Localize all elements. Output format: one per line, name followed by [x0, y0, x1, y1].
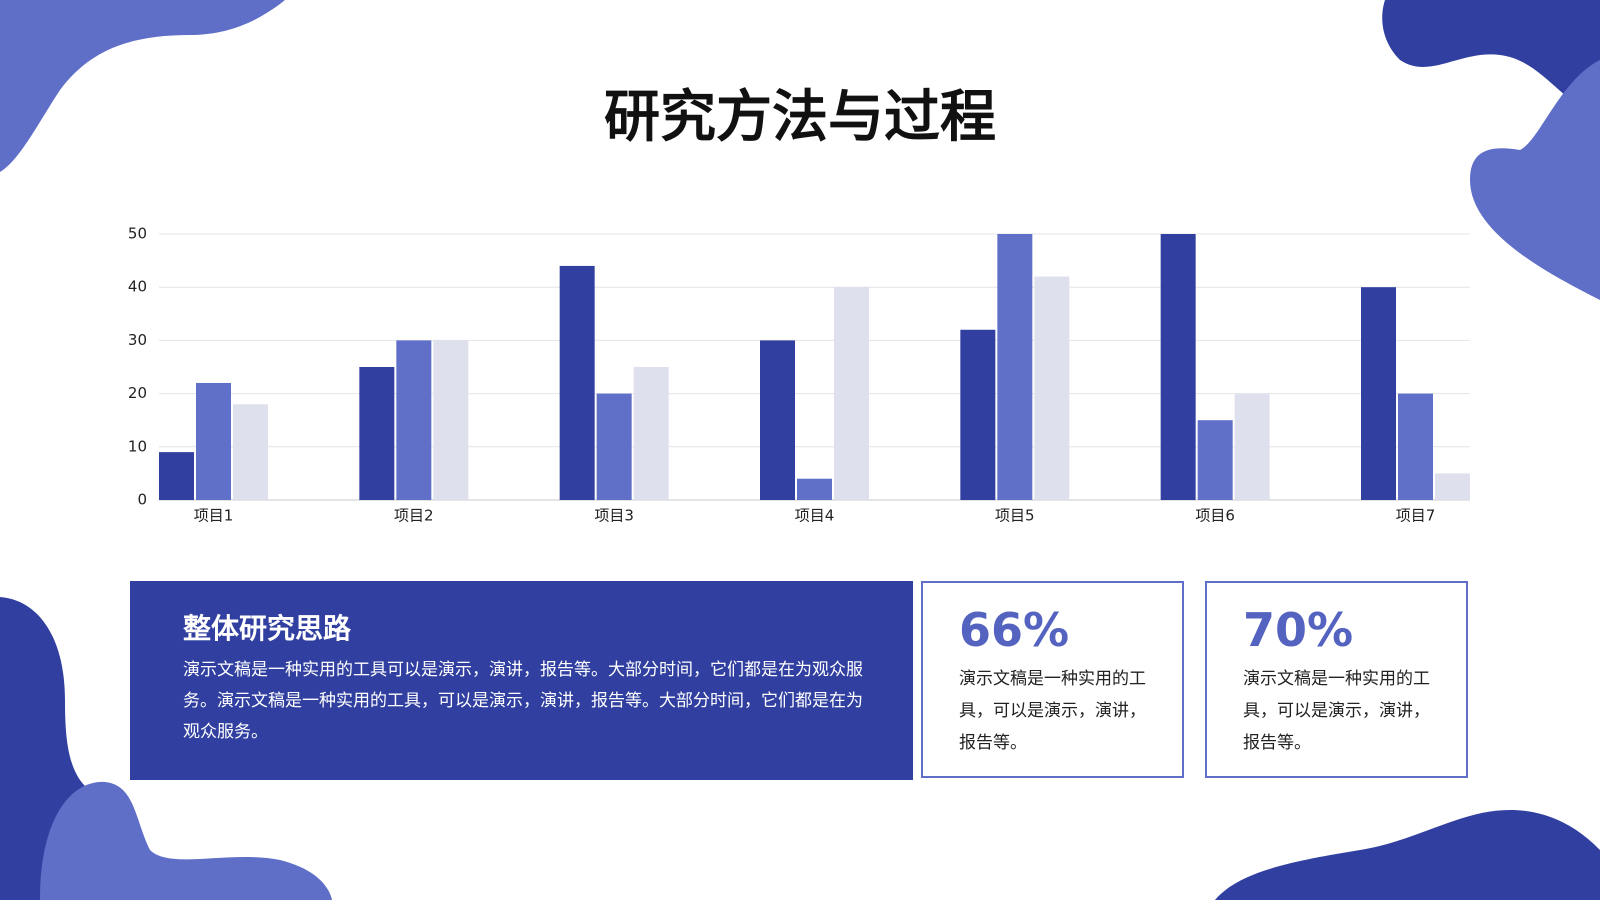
x-tick-label: 项目2 — [394, 507, 434, 525]
x-tick-label: 项目5 — [995, 507, 1035, 525]
blob — [1470, 60, 1600, 300]
bar — [1398, 393, 1433, 500]
summary-title: 整体研究思路 — [183, 612, 352, 645]
bar — [760, 340, 795, 500]
x-tick-label: 项目7 — [1396, 507, 1436, 525]
bar — [633, 367, 669, 500]
bar — [1361, 287, 1396, 500]
bar — [559, 265, 595, 500]
bar — [997, 234, 1033, 500]
y-tick-label: 30 — [128, 331, 147, 349]
y-tick-label: 20 — [128, 384, 147, 402]
x-tick-label: 项目3 — [594, 507, 634, 525]
stat-value: 70% — [1243, 603, 1354, 657]
blob — [40, 781, 332, 900]
stat-box: 66% 演示文稿是一种实用的工具，可以是演示，演讲，报告等。 — [921, 581, 1184, 778]
bar — [1034, 276, 1070, 500]
x-tick-label: 项目4 — [795, 507, 835, 525]
bar — [233, 404, 268, 500]
y-tick-label: 40 — [128, 278, 147, 296]
bar — [1197, 420, 1233, 500]
blob — [1382, 0, 1600, 120]
y-tick-label: 50 — [128, 225, 147, 243]
bar — [359, 367, 395, 500]
stat-text: 演示文稿是一种实用的工具，可以是演示，演讲，报告等。 — [1243, 669, 1430, 753]
stat-box: 70% 演示文稿是一种实用的工具，可以是演示，演讲，报告等。 — [1205, 581, 1468, 778]
bar — [1160, 234, 1196, 500]
y-tick-label: 10 — [128, 437, 147, 455]
bar — [196, 382, 231, 500]
summary-text: 演示文稿是一种实用的工具可以是演示，演讲，报告等。大部分时间，它们都是在为观众服… — [183, 660, 863, 742]
bar — [960, 329, 996, 500]
summary-box: 整体研究思路 演示文稿是一种实用的工具可以是演示，演讲，报告等。大部分时间，它们… — [130, 581, 913, 780]
bar — [396, 340, 432, 500]
y-tick-label: 0 — [137, 491, 147, 509]
blob — [1215, 810, 1600, 900]
x-tick-label: 项目1 — [194, 507, 234, 525]
bar — [797, 478, 832, 500]
x-tick-label: 项目6 — [1195, 507, 1235, 525]
stat-text: 演示文稿是一种实用的工具，可以是演示，演讲，报告等。 — [959, 669, 1146, 753]
bar — [596, 393, 632, 500]
bar — [159, 452, 194, 500]
bar — [1234, 393, 1270, 500]
bar — [1435, 473, 1470, 500]
bar — [433, 340, 469, 500]
slide-title: 研究方法与过程 — [604, 85, 996, 150]
bar — [834, 287, 869, 500]
blob — [0, 0, 285, 172]
stat-value: 66% — [959, 603, 1070, 657]
